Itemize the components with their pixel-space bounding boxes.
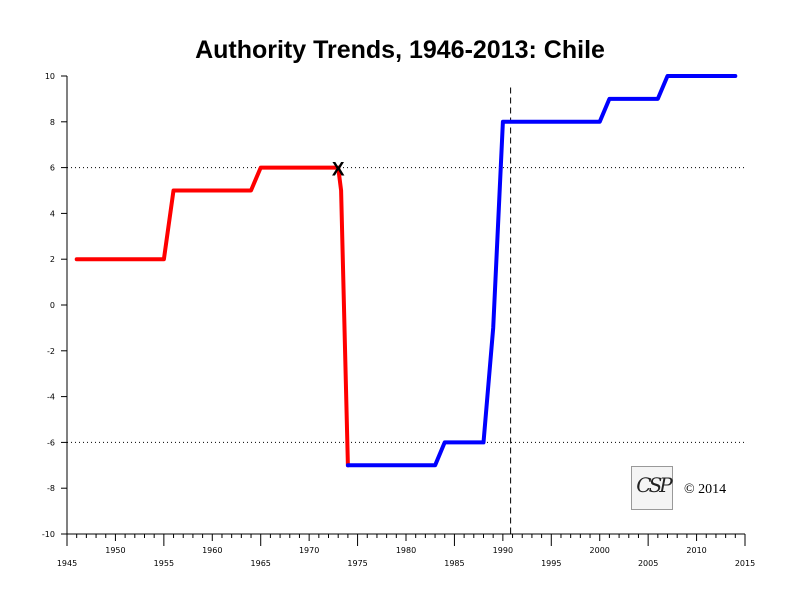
y-tick-label: -2	[47, 347, 55, 356]
y-tick-label: -6	[47, 438, 55, 447]
series-line	[345, 74, 738, 468]
x-tick-label: 1985	[444, 559, 464, 568]
annotation-x-marker: X	[332, 160, 345, 181]
x-tick-label: 1990	[493, 546, 513, 555]
y-tick-label: 4	[50, 209, 55, 218]
y-tick-label: 2	[50, 255, 55, 264]
csp-logo: CSP	[631, 466, 673, 510]
x-tick-label: 1960	[202, 546, 222, 555]
y-tick-label: -10	[42, 530, 55, 539]
series-lines	[74, 74, 738, 468]
x-tick-label: 1945	[57, 559, 77, 568]
y-tick-label: 8	[50, 118, 55, 127]
y-tick-label: 0	[50, 301, 55, 310]
annotations: X	[332, 160, 345, 181]
x-tick-label: 1980	[396, 546, 416, 555]
y-tick-label: 6	[50, 164, 55, 173]
axes: -10 -8 -6 -4 -2 0 2 4 6 8 10 1945 1955 1965 1975 1985 19…	[42, 72, 755, 568]
x-tick-label: 1995	[541, 559, 561, 568]
csp-logo-text: CSP	[636, 473, 672, 497]
chart-title: Authority Trends, 1946-2013: Chile	[195, 36, 605, 64]
x-tick-label: 2010	[686, 546, 706, 555]
y-tick-label: -8	[47, 484, 55, 493]
x-tick-label: 2015	[735, 559, 755, 568]
x-tick-label: 1965	[251, 559, 271, 568]
x-tick-label: 1950	[105, 546, 125, 555]
x-tick-label: 1970	[299, 546, 319, 555]
copyright-text: © 2014	[684, 482, 727, 497]
x-tick-label: 1955	[154, 559, 174, 568]
y-tick-label: -4	[47, 393, 55, 402]
x-tick-label: 1975	[347, 559, 367, 568]
x-tick-label: 2005	[638, 559, 658, 568]
reference-lines	[67, 167, 745, 443]
y-tick-label: 10	[45, 72, 55, 81]
x-tick-label: 2000	[590, 546, 610, 555]
series-line	[74, 165, 350, 468]
